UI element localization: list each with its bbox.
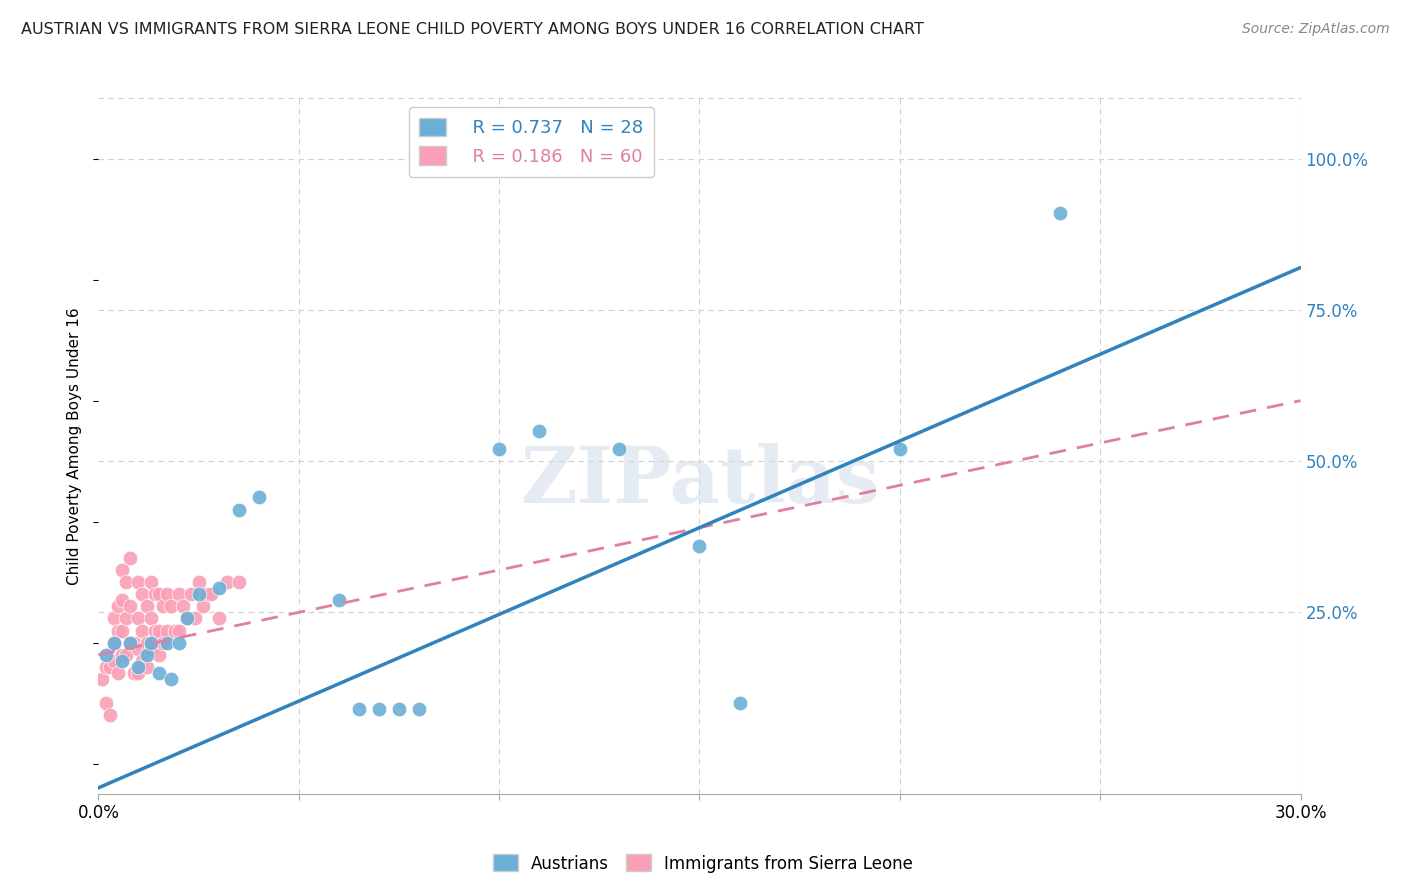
Point: [103, 654, 125, 668]
Point: [128, 575, 150, 590]
Point: [128, 641, 150, 656]
Point: [135, 660, 157, 674]
Point: [103, 635, 125, 649]
Point: [103, 611, 125, 625]
Point: [111, 624, 134, 638]
Point: [103, 635, 125, 649]
Point: [689, 539, 711, 553]
Point: [187, 575, 209, 590]
Point: [131, 654, 153, 668]
Point: [135, 599, 157, 614]
Point: [128, 665, 150, 680]
Point: [139, 575, 162, 590]
Point: [163, 624, 186, 638]
Point: [195, 587, 218, 601]
Point: [91, 672, 114, 686]
Point: [111, 563, 134, 577]
Point: [155, 624, 177, 638]
Point: [488, 442, 510, 456]
Point: [100, 708, 122, 723]
Point: [328, 593, 350, 607]
Point: [115, 648, 138, 662]
Point: [135, 635, 157, 649]
Point: [180, 587, 202, 601]
Point: [143, 587, 166, 601]
Point: [167, 624, 190, 638]
Point: [609, 442, 631, 456]
Point: [167, 587, 190, 601]
Point: [148, 587, 170, 601]
Point: [187, 587, 209, 601]
Point: [139, 611, 162, 625]
Point: [107, 624, 129, 638]
Point: [120, 550, 142, 565]
Legend: Austrians, Immigrants from Sierra Leone: Austrians, Immigrants from Sierra Leone: [486, 847, 920, 880]
Point: [120, 635, 142, 649]
Point: [368, 702, 391, 716]
Point: [176, 611, 198, 625]
Point: [228, 502, 250, 516]
Point: [228, 575, 250, 590]
Point: [388, 702, 411, 716]
Point: [131, 624, 153, 638]
Point: [200, 587, 222, 601]
Point: [152, 635, 174, 649]
Point: [128, 611, 150, 625]
Point: [408, 702, 430, 716]
Text: Source: ZipAtlas.com: Source: ZipAtlas.com: [1241, 22, 1389, 37]
Point: [135, 648, 157, 662]
Point: [167, 635, 190, 649]
Point: [115, 611, 138, 625]
Point: [111, 654, 134, 668]
Point: [1049, 206, 1071, 220]
Point: [111, 593, 134, 607]
Point: [128, 660, 150, 674]
Point: [529, 424, 551, 438]
Text: ZIPatlas: ZIPatlas: [520, 442, 879, 519]
Point: [155, 587, 177, 601]
Point: [347, 702, 370, 716]
Point: [124, 665, 146, 680]
Legend:   R = 0.737   N = 28,   R = 0.186   N = 60: R = 0.737 N = 28, R = 0.186 N = 60: [409, 107, 654, 177]
Y-axis label: Child Poverty Among Boys Under 16: Child Poverty Among Boys Under 16: [67, 307, 83, 585]
Point: [131, 587, 153, 601]
Point: [148, 648, 170, 662]
Point: [215, 575, 238, 590]
Point: [148, 624, 170, 638]
Point: [124, 635, 146, 649]
Point: [115, 575, 138, 590]
Point: [159, 672, 181, 686]
Point: [728, 696, 751, 710]
Point: [159, 599, 181, 614]
Point: [247, 491, 270, 505]
Point: [172, 599, 194, 614]
Point: [176, 611, 198, 625]
Point: [120, 635, 142, 649]
Point: [208, 581, 231, 595]
Point: [155, 635, 177, 649]
Point: [107, 599, 129, 614]
Point: [208, 611, 231, 625]
Point: [111, 648, 134, 662]
Point: [107, 665, 129, 680]
Point: [96, 648, 118, 662]
Text: AUSTRIAN VS IMMIGRANTS FROM SIERRA LEONE CHILD POVERTY AMONG BOYS UNDER 16 CORRE: AUSTRIAN VS IMMIGRANTS FROM SIERRA LEONE…: [21, 22, 924, 37]
Point: [191, 599, 214, 614]
Point: [183, 611, 205, 625]
Point: [152, 599, 174, 614]
Point: [889, 442, 911, 456]
Point: [96, 660, 118, 674]
Point: [100, 660, 122, 674]
Point: [148, 665, 170, 680]
Point: [139, 635, 162, 649]
Point: [96, 696, 118, 710]
Point: [143, 624, 166, 638]
Point: [120, 599, 142, 614]
Point: [139, 641, 162, 656]
